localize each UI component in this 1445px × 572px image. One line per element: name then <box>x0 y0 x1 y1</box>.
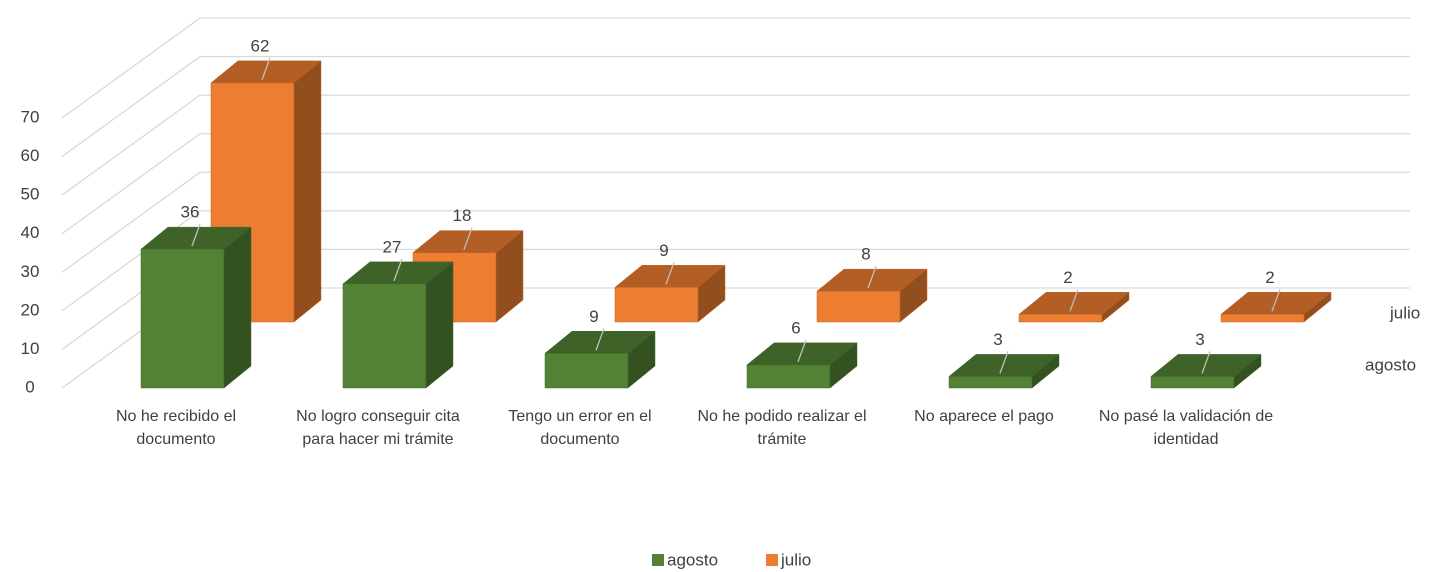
series-axis-label: julio <box>1389 303 1420 322</box>
bar-front <box>948 376 1033 389</box>
y-tick-label: 60 <box>21 146 40 165</box>
bar-front <box>816 290 901 323</box>
legend-label: agosto <box>667 550 718 569</box>
value-label: 3 <box>993 330 1002 349</box>
leader-line <box>665 262 675 285</box>
grid-line <box>61 17 1410 119</box>
x-tick-label: No aparece el pago <box>914 408 1054 425</box>
leader-line <box>797 339 807 363</box>
bar <box>342 261 454 389</box>
value-label: 9 <box>659 241 668 260</box>
x-tick-label: No he recibido el documento <box>115 408 237 448</box>
y-tick-label: 10 <box>21 339 40 358</box>
leader-line <box>393 258 403 282</box>
leader-line <box>1069 289 1079 312</box>
leader-line <box>191 223 201 247</box>
bar-front <box>140 248 225 389</box>
y-tick-label: 40 <box>21 223 40 242</box>
bar <box>544 330 656 389</box>
y-tick-label: 30 <box>21 262 40 281</box>
legend-swatch <box>652 554 664 566</box>
value-label: 6 <box>791 318 800 337</box>
value-label: 62 <box>251 36 270 55</box>
bar <box>948 353 1060 389</box>
value-label: 36 <box>181 203 200 222</box>
bar <box>1220 291 1332 323</box>
x-tick-label: No logro conseguir cita para hacer mi tr… <box>296 408 460 448</box>
bar-front <box>544 353 629 389</box>
value-label: 18 <box>453 206 472 225</box>
bar-front <box>1018 314 1103 323</box>
grid-line <box>61 171 1410 273</box>
bar-front <box>614 287 699 323</box>
bar-side <box>495 230 524 323</box>
bar <box>1150 353 1262 389</box>
leader-line <box>1201 351 1211 374</box>
leader-line <box>867 265 877 289</box>
bar-front <box>1150 376 1235 389</box>
value-label: 9 <box>589 307 598 326</box>
bar-side <box>223 226 252 389</box>
grid-line <box>61 94 1410 196</box>
bar <box>614 264 726 323</box>
y-tick-label: 50 <box>21 185 40 204</box>
value-label: 27 <box>383 237 402 256</box>
grid-line <box>61 55 1410 158</box>
bar-side <box>1303 291 1332 323</box>
leader-line <box>463 227 473 250</box>
x-tick-label: Tengo un error en el documento <box>508 408 652 448</box>
bar <box>816 268 928 323</box>
bar-side <box>627 330 656 389</box>
bar-side <box>293 60 322 323</box>
series-axis-label: agosto <box>1365 355 1416 374</box>
value-label: 3 <box>1195 330 1204 349</box>
value-label: 2 <box>1265 268 1274 287</box>
bar-side <box>1031 353 1060 389</box>
value-label: 2 <box>1063 268 1072 287</box>
bar-side <box>1233 353 1262 389</box>
bar <box>746 342 858 389</box>
grid-line <box>61 133 1410 235</box>
leader-line <box>261 57 271 81</box>
bar-side <box>1101 291 1130 323</box>
leader-line <box>999 351 1009 374</box>
legend-label: julio <box>780 550 811 569</box>
value-label: 8 <box>861 245 870 264</box>
bar-side <box>829 342 858 389</box>
leader-line <box>1271 289 1281 312</box>
leader-line <box>595 328 605 351</box>
bar-side <box>697 264 726 323</box>
bar-front <box>1220 314 1305 323</box>
x-tick-label: No he podido realizar el trámite <box>697 408 867 448</box>
y-tick-label: 70 <box>21 107 40 126</box>
bar-front <box>746 364 831 389</box>
x-tick-label: No pasé la validación de identidad <box>1098 408 1274 448</box>
bar-side <box>899 268 928 323</box>
bar <box>1018 291 1130 323</box>
bar-front <box>342 283 427 389</box>
grid-line <box>61 210 1410 312</box>
y-tick-label: 0 <box>25 377 34 396</box>
legend-swatch <box>766 554 778 566</box>
y-tick-label: 20 <box>21 300 40 319</box>
bar-side <box>425 261 454 389</box>
bar <box>140 226 252 389</box>
